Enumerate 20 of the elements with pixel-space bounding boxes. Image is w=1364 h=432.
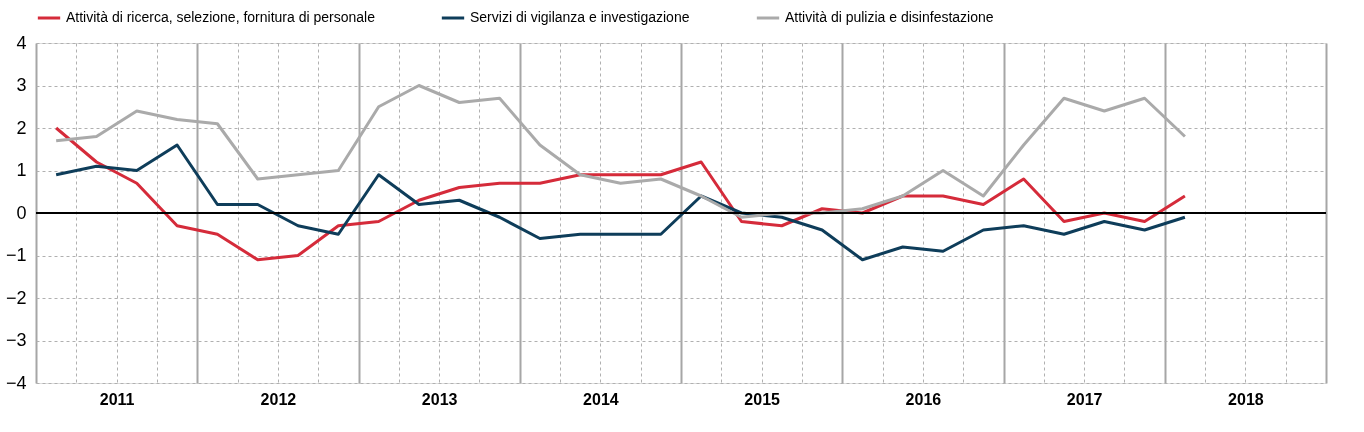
legend-label: Attività di ricerca, selezione, fornitura di personale bbox=[66, 9, 376, 25]
y-tick-label: −3 bbox=[5, 330, 27, 350]
x-tick-label: 2014 bbox=[583, 390, 619, 408]
x-tick-label: 2015 bbox=[744, 390, 781, 408]
y-tick-label: 0 bbox=[16, 202, 27, 223]
x-tick-label: 2016 bbox=[905, 390, 942, 408]
y-tick-label: 4 bbox=[16, 32, 27, 53]
legend-label: Servizi di vigilanza e investigazione bbox=[470, 9, 690, 25]
x-tick-label: 2018 bbox=[1228, 390, 1264, 408]
y-tick-label: −1 bbox=[5, 245, 27, 265]
y-tick-label: −4 bbox=[5, 372, 27, 393]
y-tick-label: 2 bbox=[16, 117, 27, 138]
legend-label: Attività di pulizia e disinfestazione bbox=[785, 9, 994, 25]
x-tick-label: 2013 bbox=[421, 390, 458, 408]
y-tick-label: −2 bbox=[5, 287, 27, 308]
x-tick-label: 2011 bbox=[99, 390, 135, 408]
x-tick-label: 2012 bbox=[260, 390, 297, 408]
y-tick-label: 1 bbox=[16, 160, 27, 180]
x-tick-label: 2017 bbox=[1066, 390, 1103, 408]
y-tick-label: 3 bbox=[16, 75, 27, 95]
